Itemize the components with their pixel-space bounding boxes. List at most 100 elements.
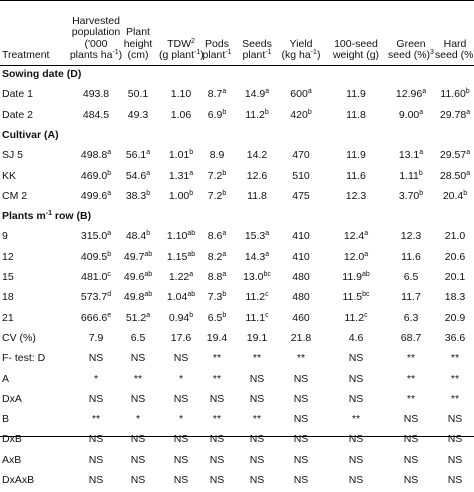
header-text: Treatment xyxy=(2,49,50,62)
table-cell: 68.7 xyxy=(400,331,422,344)
table-cell: 9.00a xyxy=(398,108,424,121)
table-cell: 48.4b xyxy=(125,230,151,243)
table-cell: 7.2b xyxy=(207,189,227,202)
header-text: Green xyxy=(396,37,426,50)
table-cell: 20.1 xyxy=(444,271,466,283)
table-cell: ** xyxy=(406,352,416,365)
table-row: 12 409.5b 49.7ab 1.15ab 8.2a 14.3a 410 12.0a 11.… xyxy=(0,249,474,269)
table-cell: 54.6a xyxy=(125,169,151,182)
table-cell: 12 xyxy=(2,250,14,263)
table-cell: 8.7a xyxy=(207,88,227,101)
header-text: 100-seed xyxy=(334,37,378,50)
significance-letter: ab xyxy=(144,271,153,278)
stats-row: B ** * * ** ** NS ** NS NS xyxy=(0,411,474,431)
header-text: population xyxy=(71,26,121,39)
significance-letter: b xyxy=(465,88,470,96)
table-cell: CV (%) xyxy=(2,331,36,344)
table-cell: 4.6 xyxy=(348,331,364,344)
table-cell: ** xyxy=(133,372,143,385)
table-cell: 11.5bc xyxy=(342,291,370,304)
table-cell: 0.94b xyxy=(168,311,194,324)
table-cell: 50.1 xyxy=(127,88,149,101)
table-cell: NS xyxy=(293,474,309,486)
header-sup: -1 xyxy=(194,49,201,57)
header-text: plant-1 xyxy=(242,49,272,62)
table-cell: 7.2b xyxy=(207,169,227,182)
table-cell: 3.70b xyxy=(398,189,424,202)
table-cell: 410 xyxy=(292,230,310,243)
significance-letter: ab xyxy=(361,271,370,278)
header-text: ('000 xyxy=(84,37,108,50)
header-cell: Green seed (%)3 xyxy=(386,37,436,62)
table-cell: * xyxy=(93,372,99,385)
table-cell: 6.5 xyxy=(403,271,419,283)
table-cell: ** xyxy=(212,372,222,385)
header-cell: Seeds plant-1 xyxy=(236,38,278,62)
header-cell: Pods plant-1 xyxy=(198,38,236,62)
table-cell: 493.8 xyxy=(82,88,110,101)
table-cell: 20.4b xyxy=(442,189,468,202)
table-cell: 38.3b xyxy=(125,189,151,202)
table-cell: 1.22a xyxy=(168,271,194,283)
significance-letter: e xyxy=(107,311,112,319)
table-cell: 315.0a xyxy=(80,230,112,243)
table-cell: 8.2a xyxy=(207,250,227,263)
table-cell: Date 2 xyxy=(2,108,33,121)
table-cell: 19.4 xyxy=(206,331,228,344)
header-sup: 3 xyxy=(430,49,434,57)
table-cell: SJ 5 xyxy=(2,149,24,162)
table-row: CM 2 499.6a 38.3b 1.00b 7.2b 11.8 475 12.3 3.70b… xyxy=(0,188,474,208)
significance-letter: b xyxy=(419,189,424,197)
significance-letter: a xyxy=(265,250,270,258)
table-row: SJ 5 498.8a 56.1a 1.01b 8.9 14.2 470 11.9 13.1a 2… xyxy=(0,147,474,167)
significance-letter: bc xyxy=(362,291,370,299)
table-cell: 8.6a xyxy=(207,230,227,243)
header-text: plant-1 xyxy=(202,49,232,62)
table-header: Treatment Harvested population ('000 plants … xyxy=(0,0,474,66)
stats-row: AxB NS NS NS NS NS NS NS NS NS xyxy=(0,452,474,472)
table-cell: 12.6 xyxy=(246,169,268,182)
table-cell: 51.2a xyxy=(125,311,151,324)
significance-letter: b xyxy=(264,108,269,116)
table-cell: 21 xyxy=(2,311,14,324)
significance-letter: a xyxy=(419,149,424,157)
table-cell: NS xyxy=(130,453,146,466)
table-cell: 6.5b xyxy=(207,311,227,324)
table-cell: 469.0b xyxy=(80,169,112,182)
table-row: 9 315.0a 48.4b 1.10ab 8.6a 15.3a 410 12.4a 12.3 2… xyxy=(0,228,474,248)
significance-letter: c xyxy=(265,291,269,299)
header-text: Harvested xyxy=(72,14,120,27)
significance-letter: a xyxy=(222,230,227,238)
significance-letter: a xyxy=(107,149,112,157)
table-cell: 11.1c xyxy=(245,311,269,324)
significance-letter: a xyxy=(466,149,471,157)
table-row: 15 481.0c 49.6ab 1.22a 8.8a 13.0bc 480 11.9ab 6.… xyxy=(0,269,474,289)
significance-letter: a xyxy=(146,169,151,177)
header-text: Yield xyxy=(289,37,313,50)
table-cell: 11.6 xyxy=(346,169,366,182)
table-cell: 1.10ab xyxy=(166,230,196,243)
significance-letter: b xyxy=(222,311,227,319)
table-cell: 666.6e xyxy=(80,311,112,324)
header-text: plants ha-1) xyxy=(69,49,123,62)
table-cell: B xyxy=(2,413,10,426)
table-cell: NS xyxy=(130,474,146,486)
table-cell: 12.3 xyxy=(345,189,367,202)
significance-letter: b xyxy=(107,250,112,258)
table-cell: ** xyxy=(252,413,262,426)
table-cell: 573.7d xyxy=(80,291,112,304)
table-cell: NS xyxy=(249,474,265,486)
significance-letter: a xyxy=(422,88,427,96)
header-text: (kg ha-1) xyxy=(281,49,321,62)
table-cell: 12.96a xyxy=(395,88,427,101)
table-cell: 481.0c xyxy=(81,271,111,283)
table-cell: 14.9a xyxy=(244,88,270,101)
header-cell: Plant height (cm) xyxy=(116,27,160,62)
table-row: 18 573.7d 49.8ab 1.04ab 7.3b 11.2c 480 11.5bc 11… xyxy=(0,289,474,309)
header-sup: -1 xyxy=(265,49,272,57)
significance-letter: a xyxy=(466,169,471,177)
table-cell: 29.78a xyxy=(439,108,471,121)
table-cell: 12.0a xyxy=(343,250,369,263)
table-cell: NS xyxy=(293,372,309,385)
table-cell: NS xyxy=(348,392,364,405)
